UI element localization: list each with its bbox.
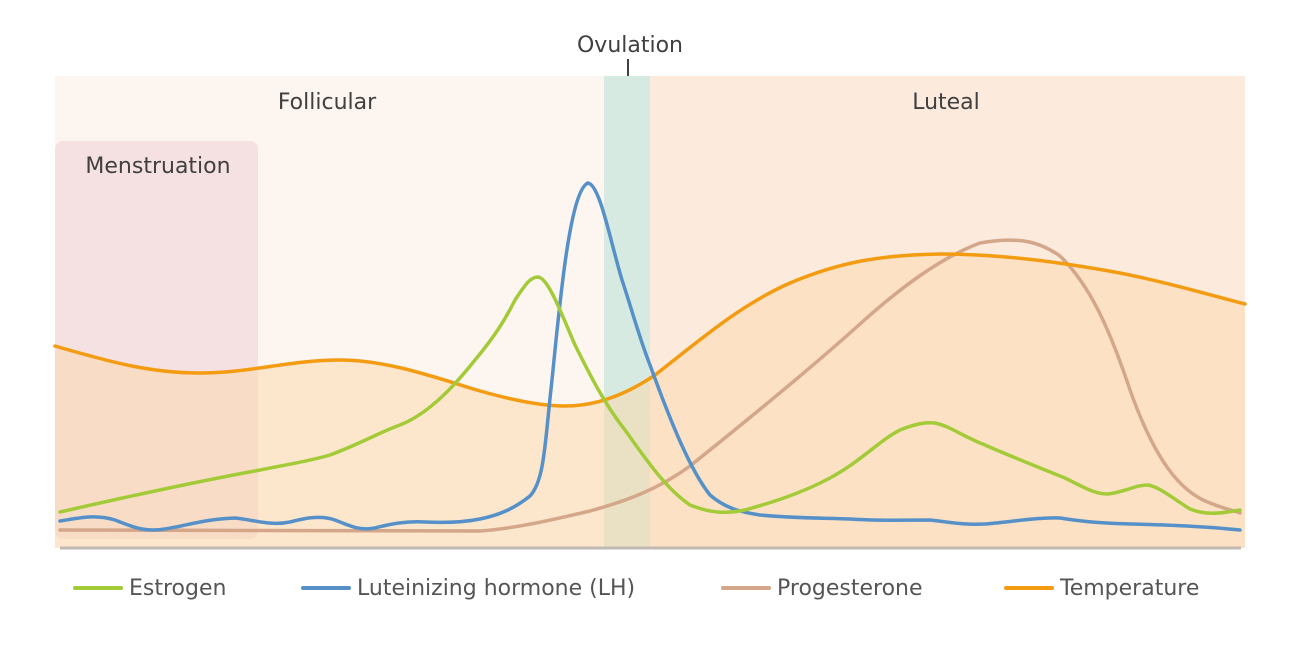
legend-item-estrogen: Estrogen xyxy=(73,570,226,606)
lh-swatch-icon xyxy=(301,586,351,590)
chart-legend: Estrogen Luteinizing hormone (LH) Proges… xyxy=(0,570,1294,606)
follicular-label: Follicular xyxy=(278,90,377,115)
temperature-swatch-icon xyxy=(1004,586,1054,590)
legend-item-temperature: Temperature xyxy=(1004,570,1199,606)
estrogen-swatch-icon xyxy=(73,586,123,590)
lh-line xyxy=(58,181,1242,532)
luteal-label: Luteal xyxy=(912,90,980,115)
temperature-line xyxy=(53,252,1247,408)
legend-label: Progesterone xyxy=(777,575,923,601)
legend-item-progesterone: Progesterone xyxy=(721,570,923,606)
progesterone-swatch-icon xyxy=(721,586,771,590)
legend-label: Luteinizing hormone (LH) xyxy=(357,575,636,601)
ovulation-label: Ovulation xyxy=(577,33,683,58)
menstruation-label: Menstruation xyxy=(85,154,230,179)
legend-label: Temperature xyxy=(1060,575,1200,601)
estrogen-line xyxy=(58,275,1242,515)
legend-label: Estrogen xyxy=(129,575,227,601)
temperature-area xyxy=(55,254,1245,548)
legend-item-lh: Luteinizing hormone (LH) xyxy=(301,570,635,606)
